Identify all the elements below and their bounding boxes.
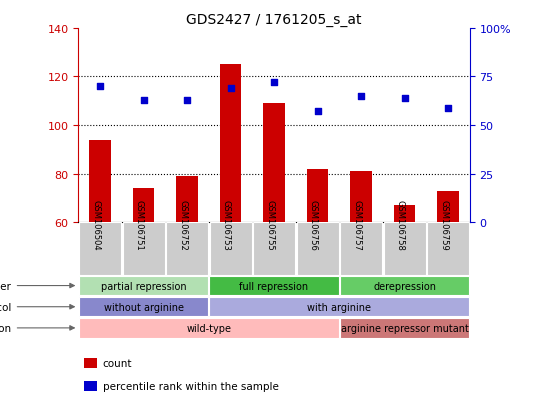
Text: with arginine: with arginine (307, 302, 372, 312)
Point (139, 97, 148, 104)
Bar (209, 297, 469, 317)
Bar (340, 318, 469, 338)
Text: arginine repressor mutant: arginine repressor mutant (341, 323, 469, 333)
Text: growth protocol: growth protocol (0, 302, 75, 312)
Text: GSM106752: GSM106752 (178, 200, 187, 250)
Bar (166, 223, 208, 275)
Bar (437, 191, 459, 223)
Point (226, 85, 235, 92)
Bar (307, 169, 328, 223)
Bar (340, 223, 382, 275)
Bar (427, 223, 469, 275)
Point (183, 97, 191, 104)
Bar (350, 172, 372, 223)
Bar (123, 223, 165, 275)
Text: without arginine: without arginine (104, 302, 184, 312)
Text: GSM106758: GSM106758 (395, 200, 404, 251)
Text: GSM106751: GSM106751 (134, 200, 144, 250)
Bar (79, 318, 339, 338)
Bar (383, 223, 426, 275)
Text: GSM106757: GSM106757 (352, 200, 361, 251)
Bar (79, 223, 121, 275)
Bar (210, 223, 252, 275)
Point (357, 93, 366, 100)
Point (444, 105, 453, 112)
Bar (209, 276, 339, 296)
Text: GSM106759: GSM106759 (439, 200, 448, 250)
Text: GSM106753: GSM106753 (221, 200, 231, 251)
Point (313, 109, 322, 116)
Bar (79, 276, 208, 296)
Bar (296, 223, 339, 275)
Bar (253, 223, 295, 275)
Bar (394, 206, 415, 223)
Title: GDS2427 / 1761205_s_at: GDS2427 / 1761205_s_at (186, 12, 362, 26)
Text: GSM106756: GSM106756 (308, 200, 318, 251)
Point (400, 95, 409, 102)
Point (270, 80, 279, 86)
Text: partial repression: partial repression (101, 281, 186, 291)
Text: derepression: derepression (373, 281, 436, 291)
Text: genotype/variation: genotype/variation (0, 323, 75, 333)
Text: full repression: full repression (239, 281, 309, 291)
Text: GSM106504: GSM106504 (91, 200, 100, 250)
Bar (340, 276, 469, 296)
Bar (176, 176, 198, 223)
Bar (133, 189, 154, 223)
Bar (220, 65, 241, 223)
Point (96, 84, 104, 90)
Text: count: count (103, 358, 132, 368)
Text: other: other (0, 281, 75, 291)
Bar (263, 104, 285, 223)
Bar (89, 140, 111, 223)
Bar (79, 297, 208, 317)
Text: GSM106755: GSM106755 (265, 200, 274, 250)
Text: wild-type: wild-type (186, 323, 231, 333)
Text: percentile rank within the sample: percentile rank within the sample (103, 381, 279, 391)
